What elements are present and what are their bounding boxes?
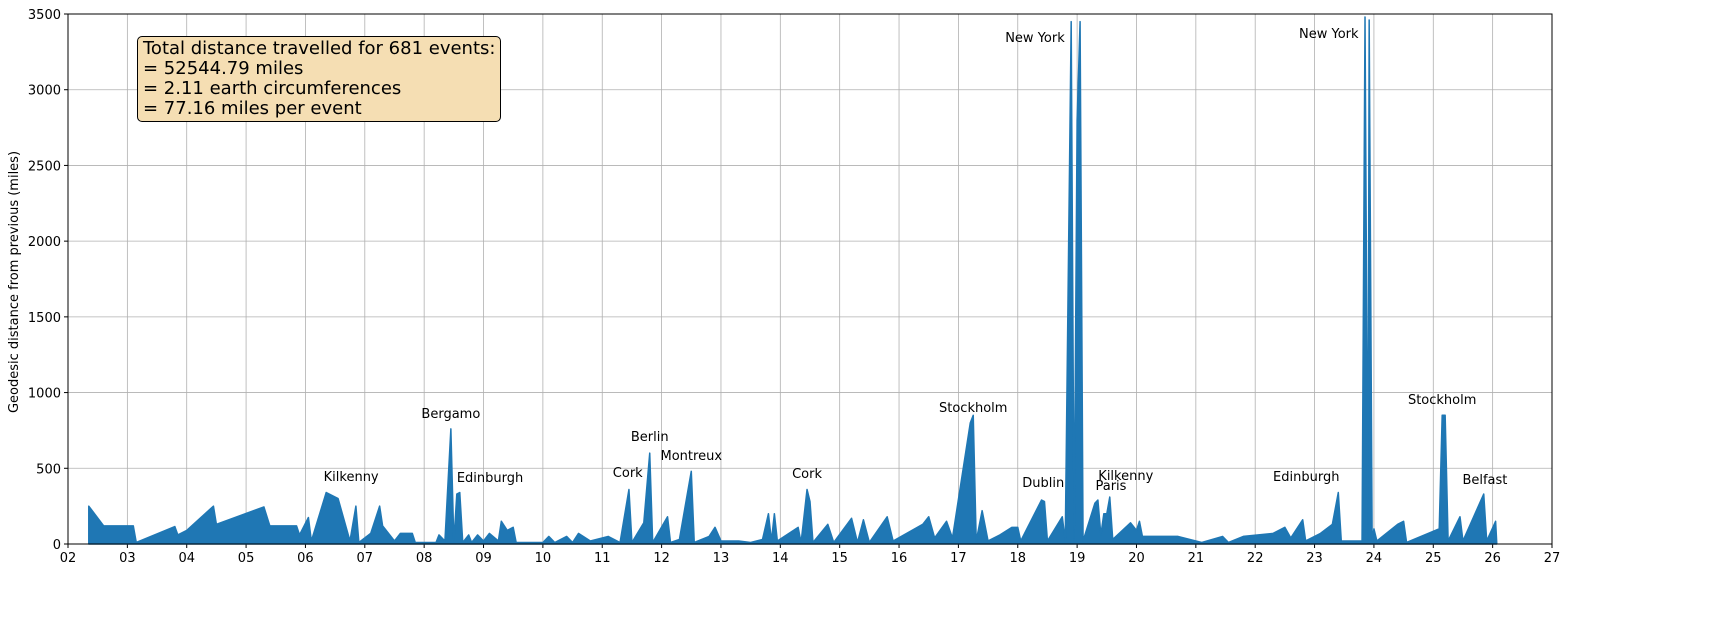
x-tick-label: 25 — [1425, 551, 1442, 566]
y-axis-label: Geodesic distance from previous (miles) — [7, 151, 22, 413]
x-tick-label: 24 — [1366, 551, 1383, 566]
summary-line: Total distance travelled for 681 events: — [143, 38, 496, 59]
annotation: New York — [1299, 27, 1359, 42]
area — [88, 16, 1498, 545]
x-tick-label: 15 — [831, 551, 848, 566]
x-tick-label: 03 — [119, 551, 136, 566]
y-tick-label: 0 — [53, 538, 61, 553]
x-tick-label: 18 — [1009, 551, 1026, 566]
x-tick-label: 23 — [1306, 551, 1323, 566]
y-tick-label: 2500 — [28, 159, 61, 174]
x-tick-label: 04 — [178, 551, 195, 566]
y-tick-label: 2000 — [28, 235, 61, 250]
annotation: Bergamo — [421, 407, 480, 422]
annotation: New York — [1005, 31, 1065, 46]
x-tick-label: 20 — [1128, 551, 1145, 566]
summary-box: Total distance travelled for 681 events:… — [137, 36, 502, 122]
x-tick-label: 21 — [1188, 551, 1205, 566]
x-tick-label: 17 — [950, 551, 967, 566]
annotation: Stockholm — [939, 401, 1007, 416]
x-tick-label: 02 — [60, 551, 77, 566]
plot-frame — [67, 13, 1553, 545]
summary-line: = 2.11 earth circumferences — [143, 78, 402, 99]
annotation: Belfast — [1462, 473, 1507, 488]
annotation: Montreux — [661, 449, 723, 464]
x-tick-label: 13 — [713, 551, 730, 566]
summary-line: = 52544.79 miles — [143, 58, 304, 79]
annotation: Kilkenny — [1098, 469, 1153, 484]
x-tick-label: 27 — [1544, 551, 1561, 566]
annotation: Dublin — [1022, 476, 1064, 491]
annotation: Cork — [792, 467, 822, 482]
annotation: Paris — [1095, 479, 1126, 494]
annotation: Kilkenny — [324, 470, 379, 485]
annotation: Berlin — [631, 430, 669, 445]
x-tick-label: 19 — [1069, 551, 1086, 566]
x-tick-label: 14 — [772, 551, 789, 566]
y-tick-label: 1000 — [28, 387, 61, 402]
x-tick-label: 12 — [653, 551, 670, 566]
x-tick-label: 16 — [891, 551, 908, 566]
x-tick-label: 07 — [357, 551, 374, 566]
x-tick-label: 09 — [475, 551, 492, 566]
annotation: Stockholm — [1408, 393, 1476, 408]
y-tick-label: 3500 — [28, 8, 61, 23]
x-tick-label: 22 — [1247, 551, 1264, 566]
annotation: Cork — [613, 466, 643, 481]
y-tick-label: 1500 — [28, 311, 61, 326]
summary-line: = 77.16 miles per event — [143, 98, 362, 119]
x-tick-label: 10 — [535, 551, 552, 566]
x-tick-label: 08 — [416, 551, 433, 566]
x-tick-label: 11 — [594, 551, 611, 566]
x-tick-label: 05 — [238, 551, 255, 566]
x-tick-label: 06 — [297, 551, 314, 566]
y-tick-label: 3000 — [28, 84, 61, 99]
y-tick-label: 500 — [36, 462, 61, 477]
annotation: Edinburgh — [457, 471, 523, 486]
x-tick-label: 26 — [1484, 551, 1501, 566]
annotation: Edinburgh — [1273, 470, 1339, 485]
